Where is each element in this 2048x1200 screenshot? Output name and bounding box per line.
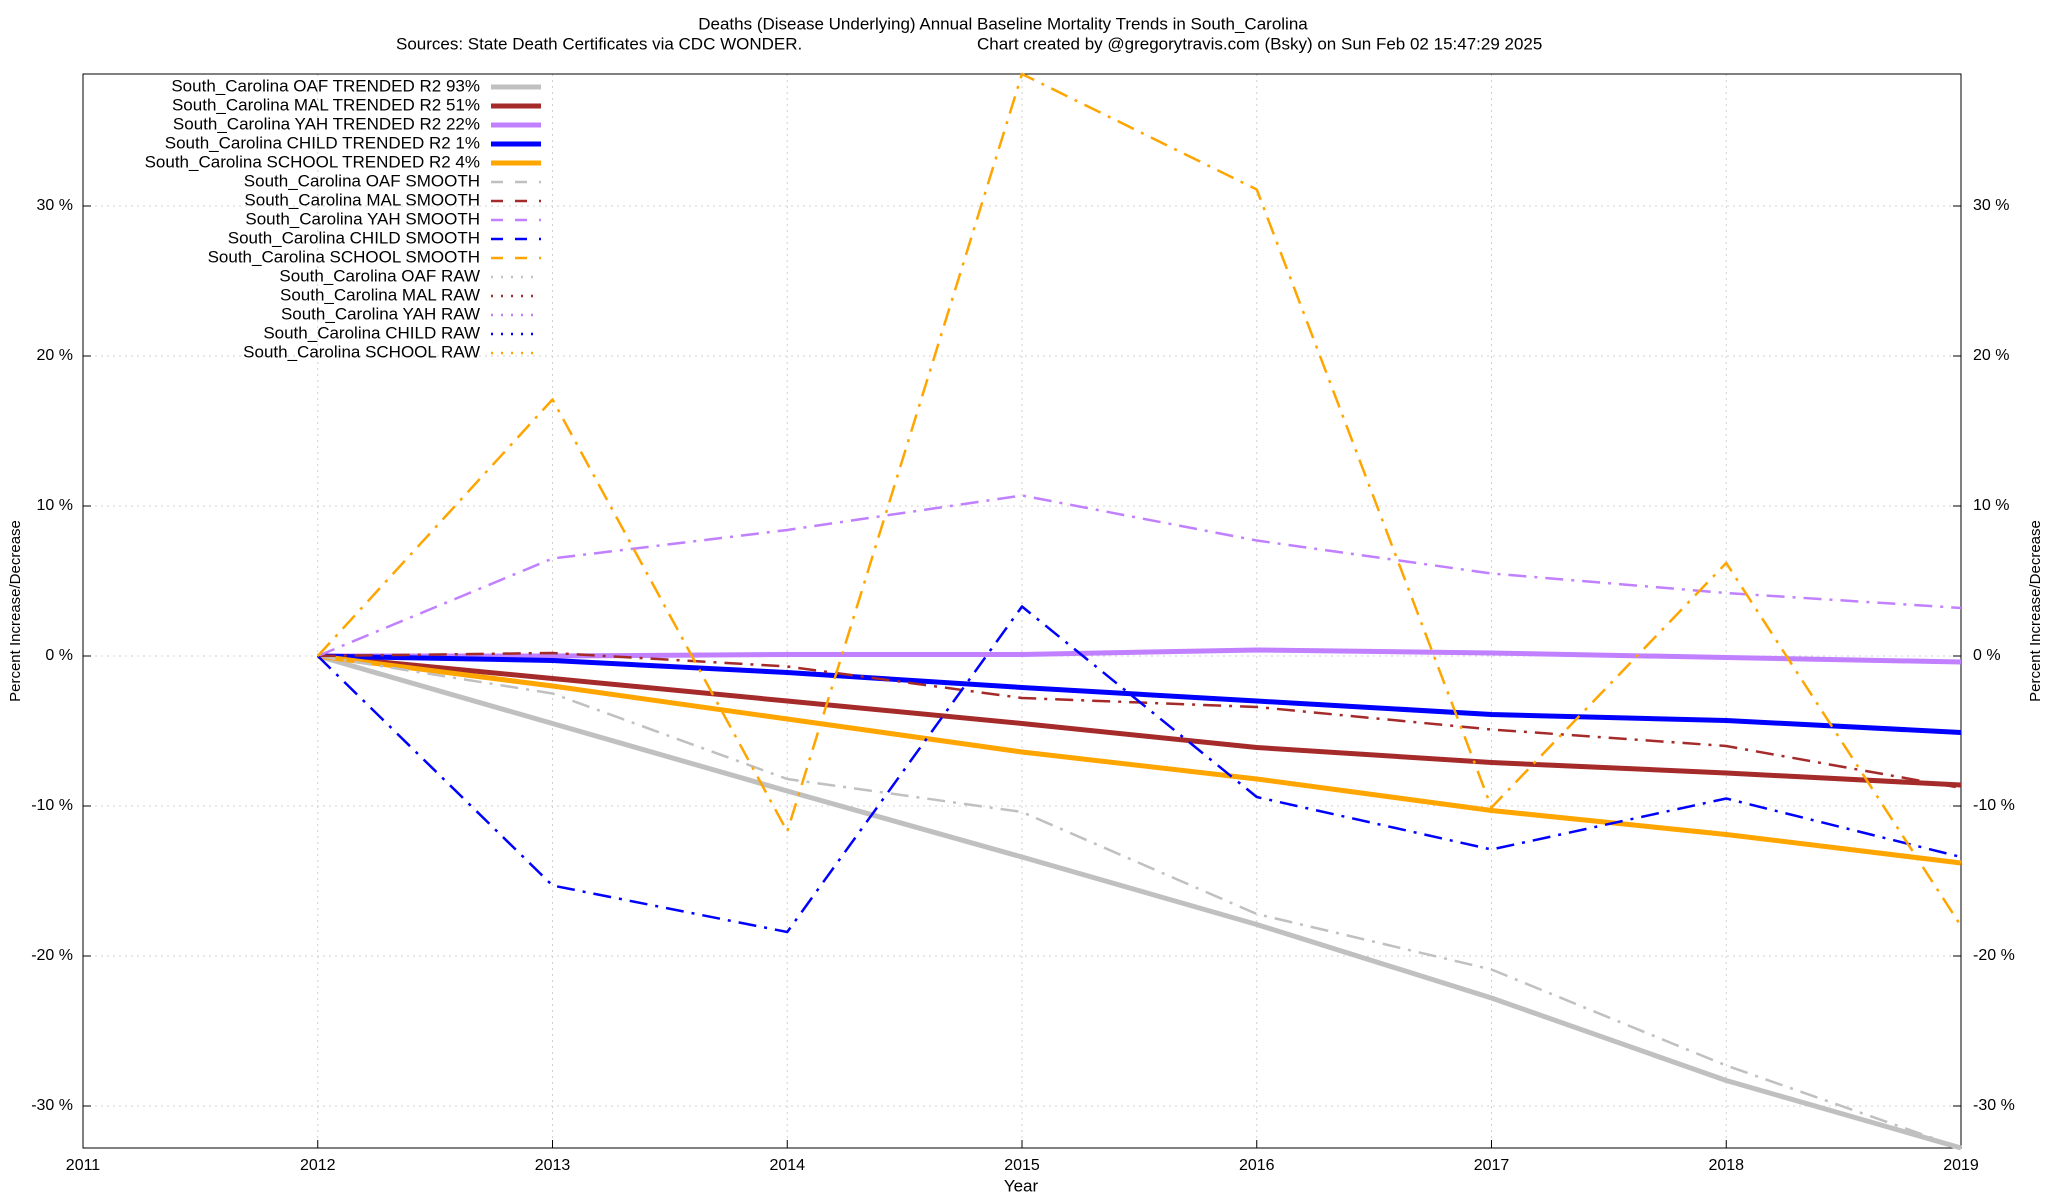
x-tick-label: 2019 bbox=[1943, 1157, 1979, 1174]
legend-label: South_Carolina CHILD RAW bbox=[263, 323, 480, 342]
legend-label: South_Carolina MAL RAW bbox=[280, 285, 480, 304]
y-tick-label: 0 % bbox=[45, 647, 73, 664]
series-line bbox=[317, 654, 1962, 1150]
legend-label: South_Carolina OAF RAW bbox=[279, 266, 480, 285]
x-tick-label: 2013 bbox=[535, 1157, 571, 1174]
chart-subtitle: Sources: State Death Certificates via CD… bbox=[396, 34, 802, 53]
y2-tick-label: -30 % bbox=[1973, 1097, 2015, 1114]
x-tick-label: 2018 bbox=[1708, 1157, 1744, 1174]
series-line bbox=[317, 653, 1962, 1151]
y2-tick-label: -20 % bbox=[1973, 947, 2015, 964]
series-line bbox=[317, 653, 1962, 866]
y-tick-label: 20 % bbox=[37, 347, 73, 364]
y2-tick-label: 20 % bbox=[1973, 347, 2009, 364]
legend-label: South_Carolina OAF SMOOTH bbox=[244, 171, 480, 190]
series-line bbox=[316, 605, 1962, 934]
x-tick-label: 2015 bbox=[1004, 1157, 1040, 1174]
y2-axis-label: Percent Increase/Decrease bbox=[2027, 520, 2044, 702]
legend-label: South_Carolina YAH SMOOTH bbox=[245, 209, 480, 228]
chart-credit: Chart created by @gregorytravis.com (Bsk… bbox=[977, 34, 1542, 53]
legend-label: South_Carolina MAL SMOOTH bbox=[244, 190, 480, 209]
y-tick-label: -30 % bbox=[31, 1097, 73, 1114]
y2-tick-label: 0 % bbox=[1973, 647, 2001, 664]
legend-label: South_Carolina SCHOOL RAW bbox=[243, 342, 480, 361]
legend-label: South_Carolina CHILD TRENDED R2 1% bbox=[165, 133, 480, 152]
legend-label: South_Carolina OAF TRENDED R2 93% bbox=[171, 76, 480, 95]
legend-label: South_Carolina SCHOOL TRENDED R2 4% bbox=[145, 152, 480, 171]
x-tick-label: 2014 bbox=[769, 1157, 805, 1174]
x-tick-label: 2017 bbox=[1474, 1157, 1510, 1174]
y-axis-label: Percent Increase/Decrease bbox=[7, 520, 24, 702]
series-line bbox=[317, 653, 1962, 788]
legend-label: South_Carolina MAL TRENDED R2 51% bbox=[172, 95, 480, 114]
legend-label: South_Carolina YAH RAW bbox=[281, 304, 480, 323]
legend-label: South_Carolina CHILD SMOOTH bbox=[228, 228, 480, 247]
legend-label: South_Carolina SCHOOL SMOOTH bbox=[208, 247, 480, 266]
series-line bbox=[317, 653, 1962, 735]
y-tick-label: 10 % bbox=[37, 497, 73, 514]
legend-label: South_Carolina YAH TRENDED R2 22% bbox=[173, 114, 480, 133]
y-tick-label: -10 % bbox=[31, 797, 73, 814]
y-tick-label: -20 % bbox=[31, 947, 73, 964]
y2-tick-label: -10 % bbox=[1973, 797, 2015, 814]
x-tick-label: 2012 bbox=[300, 1157, 336, 1174]
x-tick-label: 2011 bbox=[66, 1157, 101, 1174]
chart-title: Deaths (Disease Underlying) Annual Basel… bbox=[698, 14, 1308, 33]
y-tick-label: 30 % bbox=[37, 197, 73, 214]
x-tick-label: 2016 bbox=[1239, 1157, 1275, 1174]
y2-tick-label: 30 % bbox=[1973, 197, 2009, 214]
series-line bbox=[316, 72, 1963, 927]
y2-tick-label: 10 % bbox=[1973, 497, 2009, 514]
x-axis-label: Year bbox=[1004, 1176, 1039, 1195]
